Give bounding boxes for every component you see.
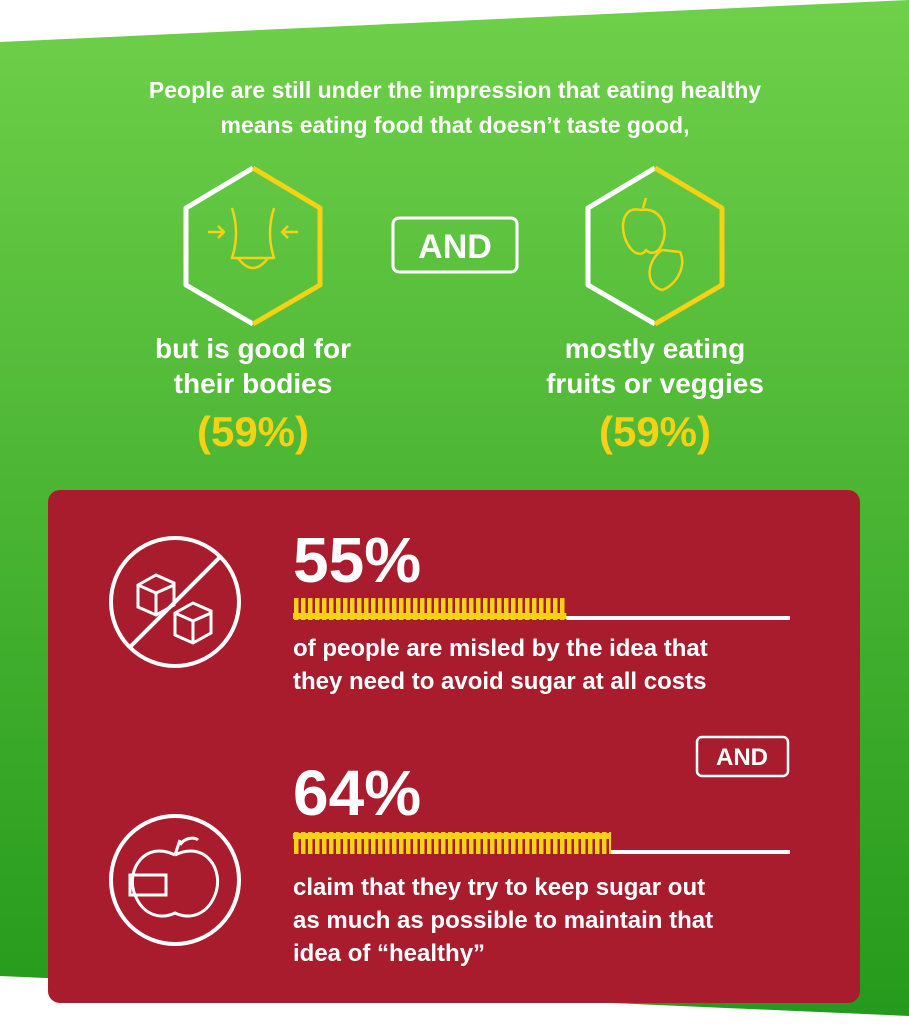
no-sugar-icon (109, 536, 241, 668)
stat-text: idea of “healthy” (293, 940, 485, 967)
stat-value: 55% (293, 524, 421, 596)
bar (293, 832, 612, 854)
stat-text: of people are misled by the idea that (293, 635, 708, 662)
stat-text: claim that they try to keep sugar out (293, 874, 705, 901)
item-value: (59%) (197, 408, 309, 455)
and-label: AND (716, 744, 768, 771)
item-text: mostly eating (565, 333, 745, 364)
bar (293, 598, 567, 620)
stat-text: as much as possible to maintain that (293, 907, 713, 934)
hexagon-icon (585, 165, 725, 327)
stat-text: they need to avoid sugar at all costs (293, 668, 706, 695)
stat-value: 64% (293, 757, 421, 829)
hexagon-icon (183, 165, 323, 327)
apple-icon (109, 814, 241, 946)
and-box (695, 735, 790, 778)
item-text: fruits or veggies (546, 368, 764, 399)
item-text: their bodies (174, 368, 333, 399)
item-text: but is good for (155, 333, 351, 364)
intro: People are still under the impression th… (149, 77, 761, 103)
and-box (391, 216, 519, 274)
and-label: AND (418, 228, 492, 266)
intro: means eating food that doesn’t taste goo… (221, 112, 690, 138)
item-value: (59%) (599, 408, 711, 455)
